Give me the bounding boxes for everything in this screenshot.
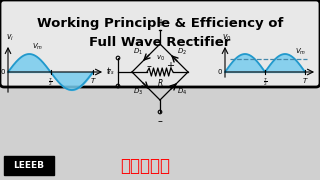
Text: $v_s$: $v_s$ [107,67,115,77]
Text: $v_0$: $v_0$ [222,33,232,43]
FancyBboxPatch shape [0,0,320,87]
Text: Working Principle & Efficiency of: Working Principle & Efficiency of [37,17,283,30]
Text: $V_m$: $V_m$ [32,42,44,52]
Text: –: – [147,61,151,71]
Text: t: t [107,68,110,76]
Text: 0: 0 [1,69,5,75]
Text: 0: 0 [218,69,222,75]
Text: $\frac{T}{2}$: $\frac{T}{2}$ [48,76,53,88]
Text: $D_4$: $D_4$ [177,87,187,97]
Text: $v_0$: $v_0$ [156,54,164,63]
Text: $D_1$: $D_1$ [133,47,143,57]
Text: $D_3$: $D_3$ [133,87,143,97]
Text: R: R [157,79,163,88]
FancyBboxPatch shape [4,156,54,175]
Text: $T$: $T$ [90,76,96,85]
Text: +: + [156,18,164,28]
Text: t: t [319,68,320,76]
Text: বাংলা: বাংলা [120,156,170,174]
Text: $V_m$: $V_m$ [295,47,306,57]
Text: $v_i$: $v_i$ [6,33,14,43]
Text: LEEEB: LEEEB [13,161,44,170]
Text: +: + [166,61,174,71]
Text: –: – [157,116,163,126]
Text: $\frac{T}{2}$: $\frac{T}{2}$ [262,76,268,88]
Text: $D_2$: $D_2$ [177,47,187,57]
Text: Full Wave Rectifier: Full Wave Rectifier [89,35,231,48]
Text: $T$: $T$ [302,76,308,85]
